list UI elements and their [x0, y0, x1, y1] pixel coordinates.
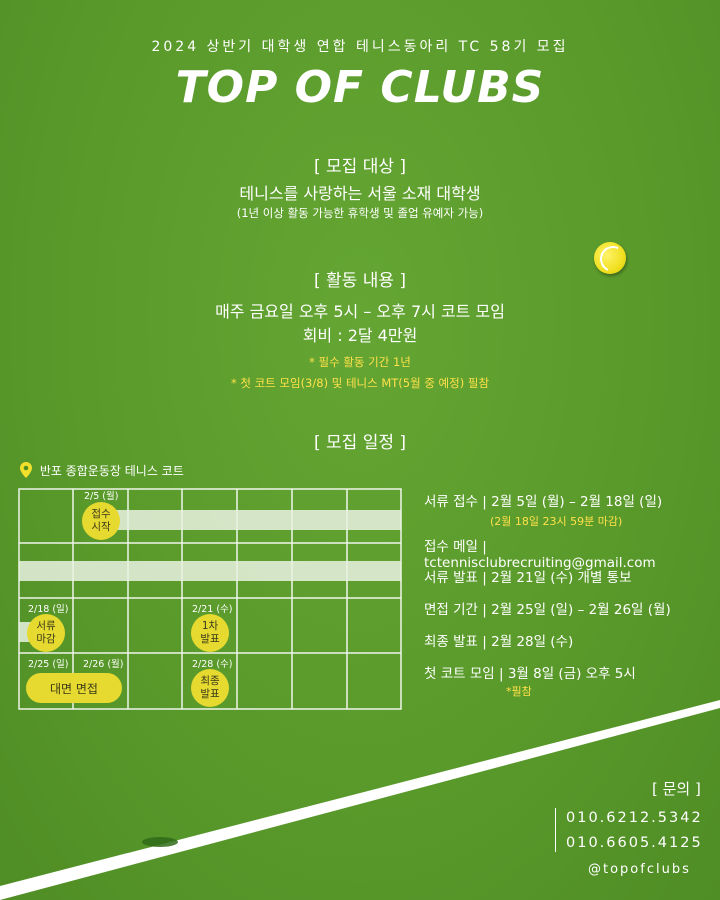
target-note: (1년 이상 활동 가능한 휴학생 및 졸업 유예자 가능)	[236, 206, 484, 220]
schedule-note: *필참	[506, 685, 532, 698]
activity-note1: * 필수 활동 기간 1년	[309, 355, 411, 369]
date-label: 2/26 (월)	[83, 659, 124, 670]
date-label: 2/25 (일)	[28, 659, 69, 670]
schedule-item: 면접 기간 | 2월 25일 (일) – 2월 26일 (월)	[424, 602, 671, 618]
schedule-item: 최종 발표 | 2월 28일 (수)	[424, 634, 574, 650]
location-label-row: 반포 종합운동장 테니스 코트	[20, 462, 184, 481]
schedule-heading: [ 모집 일정 ]	[313, 433, 407, 453]
location-pin-icon	[20, 462, 32, 481]
club-title: TOP OF CLUBS	[175, 62, 545, 113]
contact-phone-1[interactable]: 010.6212.5342	[566, 810, 703, 826]
date-label: 2/21 (수)	[192, 604, 233, 615]
instagram-handle[interactable]: @topofclubs	[588, 862, 691, 877]
activity-heading: [ 활동 내용 ]	[313, 271, 407, 291]
schedule-item: 접수 메일 | tctennisclubrecruiting@gmail.com	[424, 539, 656, 571]
doc-close-badge: 서류 마감	[27, 614, 65, 652]
apply-start-badge: 접수 시작	[82, 502, 120, 540]
calendar-grid	[18, 488, 402, 710]
schedule-calendar: 2/5 (월) 2/18 (일) 2/21 (수) 2/25 (일) 2/26 …	[18, 488, 402, 710]
schedule-item: 서류 발표 | 2월 21일 (수) 개별 통보	[424, 570, 632, 586]
activity-line1: 매주 금요일 오후 5시 – 오후 7시 코트 모임	[215, 302, 505, 321]
tennis-ball-icon	[594, 242, 626, 274]
activity-line2: 회비 : 2달 4만원	[302, 326, 418, 345]
final-result-badge: 최종 발표	[191, 669, 229, 707]
target-heading: [ 모집 대상 ]	[313, 157, 407, 177]
schedule-item: 첫 코트 모임 | 3월 8일 (금) 오후 5시	[424, 666, 636, 682]
contact-phone-2[interactable]: 010.6605.4125	[566, 835, 703, 851]
contact-heading: [ 문의 ]	[652, 780, 701, 798]
date-label: 2/5 (월)	[84, 491, 119, 502]
target-line: 테니스를 사랑하는 서울 소재 대학생	[239, 184, 481, 203]
apply-period-band-2	[19, 561, 401, 581]
location-label: 반포 종합운동장 테니스 코트	[39, 464, 184, 478]
schedule-note: (2월 18일 23시 59분 마감)	[490, 515, 623, 528]
activity-note2: * 첫 코트 모임(3/8) 및 테니스 MT(5월 중 예정) 필참	[230, 376, 490, 390]
interview-badge: 대면 면접	[26, 673, 122, 703]
date-label: 2/18 (일)	[28, 604, 69, 615]
apply-period-band-1	[114, 510, 401, 530]
recruit-subtitle: 2024 상반기 대학생 연합 테니스동아리 TC 58기 모집	[151, 39, 569, 55]
date-label: 2/28 (수)	[192, 659, 233, 670]
schedule-item: 서류 접수 | 2월 5일 (월) – 2월 18일 (일)	[424, 494, 663, 510]
first-result-badge: 1차 발표	[191, 614, 229, 652]
contact-divider	[555, 808, 556, 852]
